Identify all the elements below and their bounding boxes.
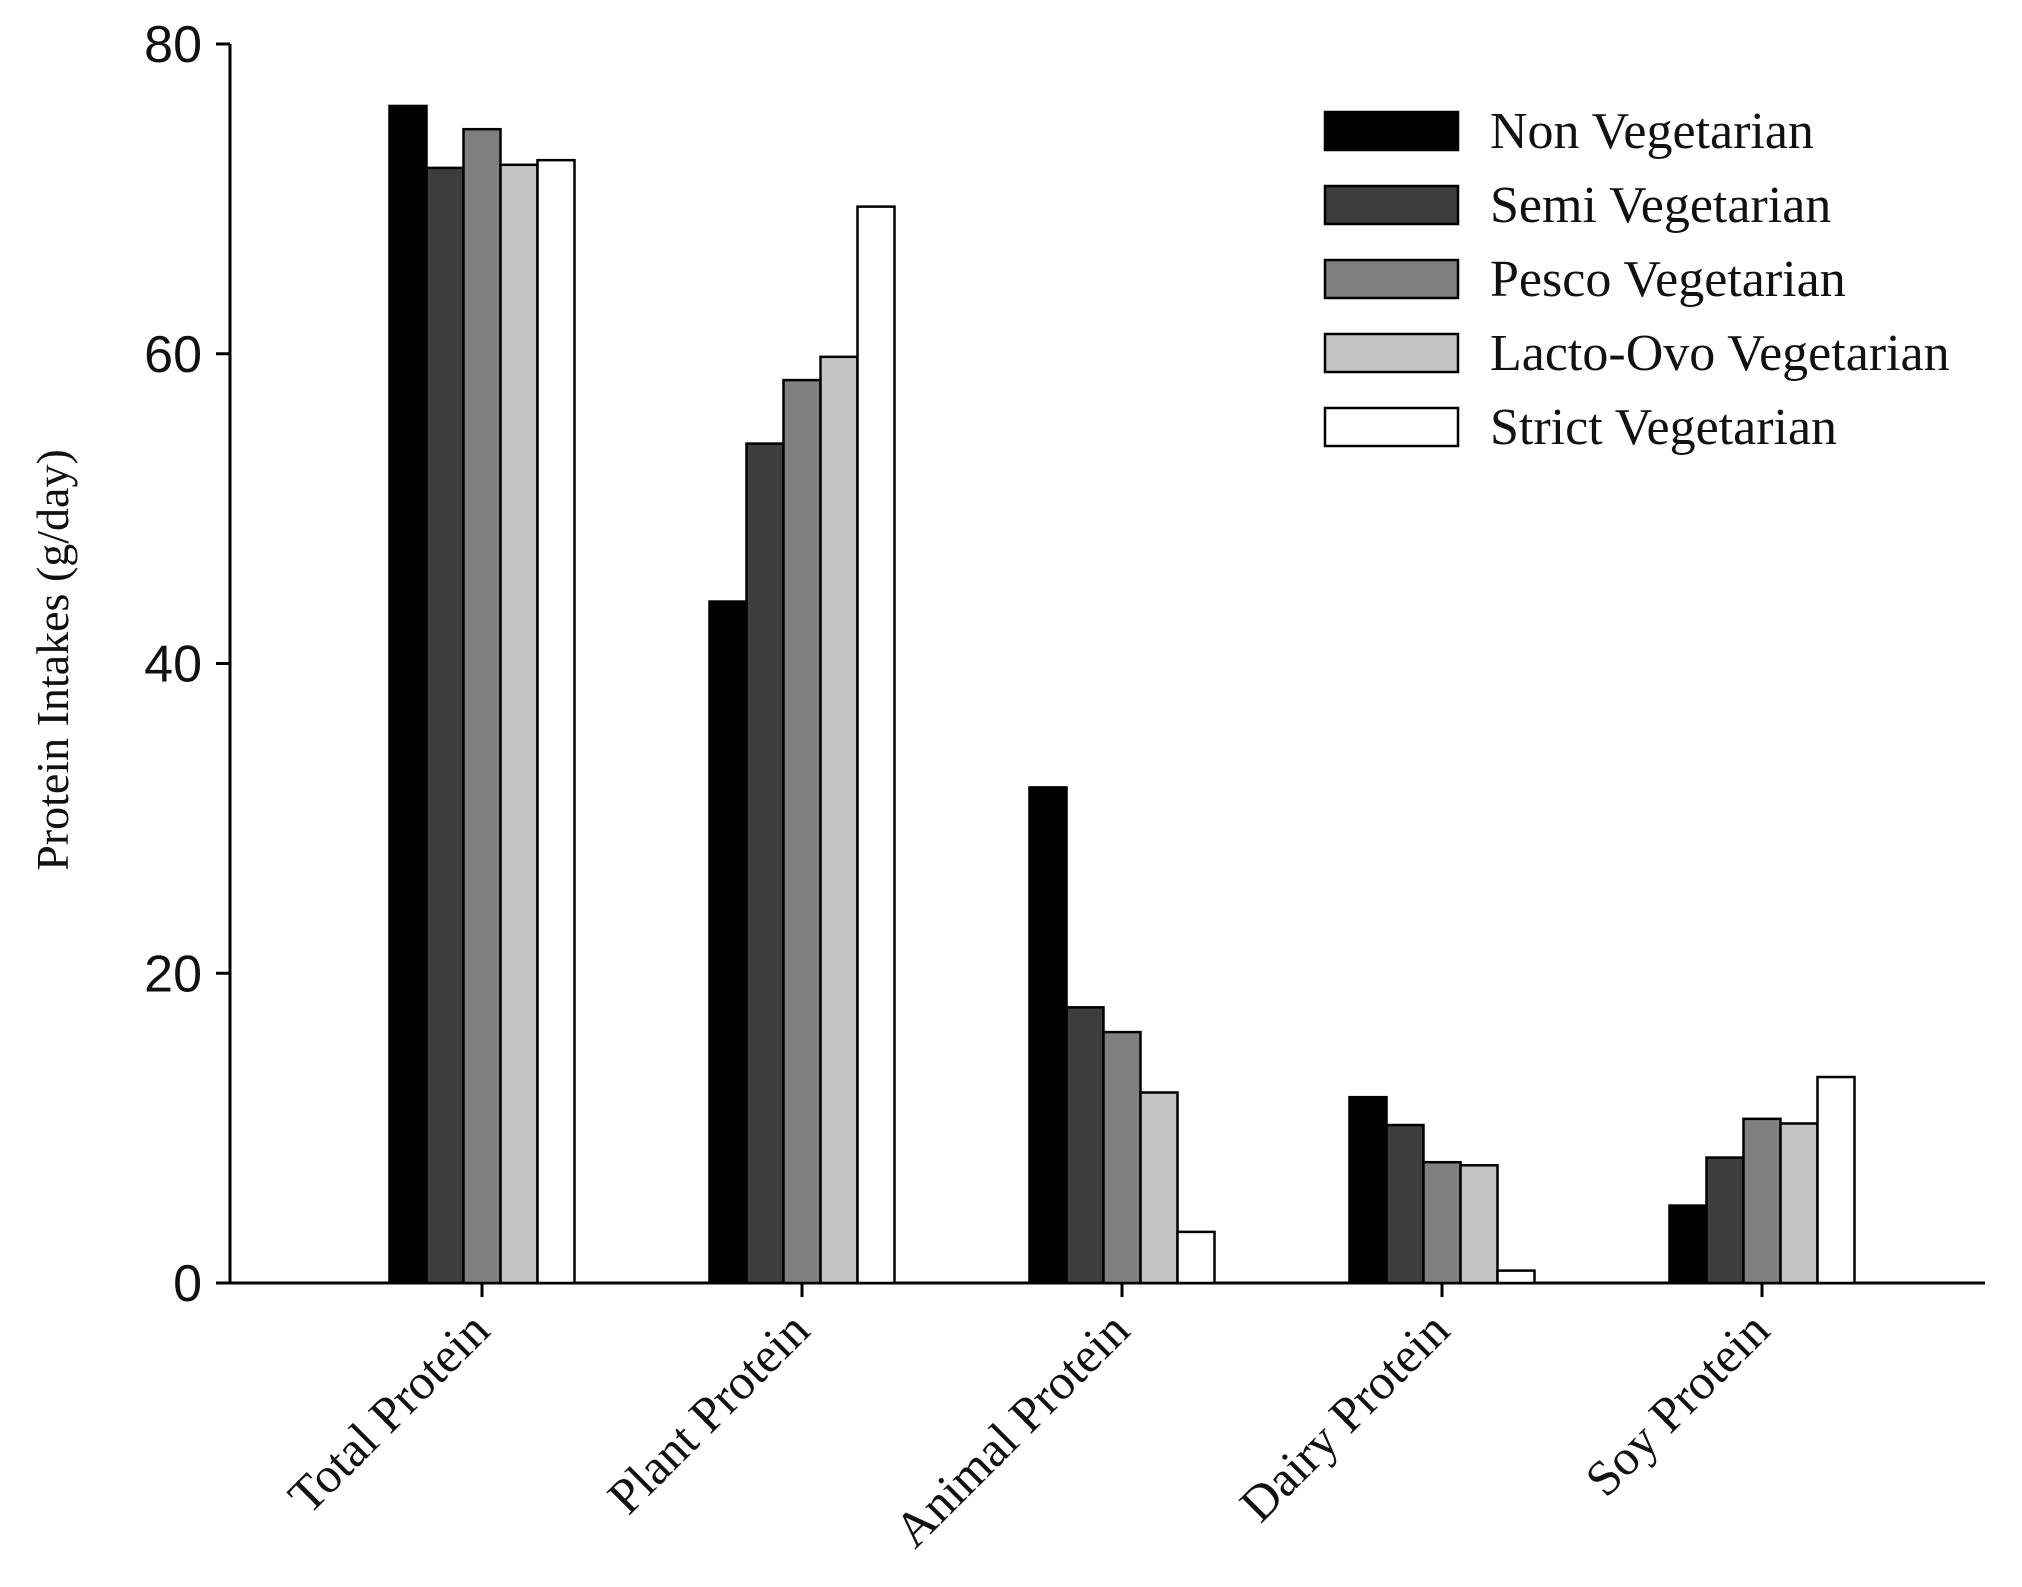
bar	[1496, 1269, 1536, 1285]
bar	[1705, 1156, 1745, 1285]
bar	[1779, 1122, 1819, 1285]
bar	[1102, 1030, 1142, 1285]
x-tick-label: Soy Protein	[1574, 1301, 1780, 1507]
bar	[782, 378, 822, 1285]
bar	[856, 205, 896, 1285]
bar	[499, 163, 539, 1285]
bar	[1028, 786, 1068, 1285]
bar	[1459, 1164, 1499, 1285]
x-tick-label: Animal Protein	[883, 1301, 1140, 1558]
y-tick-label: 0	[173, 1255, 202, 1313]
x-tick-label: Dairy Protein	[1229, 1301, 1460, 1532]
bar	[1742, 1117, 1782, 1285]
bar	[1176, 1230, 1216, 1285]
y-tick-labels: 0 20 40 60 80	[144, 16, 230, 1313]
x-tick-label: Total Protein	[277, 1301, 500, 1524]
legend-swatch	[1323, 110, 1460, 152]
legend-label: Strict Vegetarian	[1490, 399, 1837, 456]
bar	[1385, 1123, 1425, 1285]
bar	[708, 600, 748, 1285]
legend-label: Semi Vegetarian	[1490, 177, 1831, 234]
bar	[745, 442, 785, 1285]
bar	[1422, 1160, 1462, 1285]
x-tick-labels: Total Protein Plant Protein Animal Protein…	[277, 1283, 1780, 1558]
y-tick-label: 40	[144, 636, 202, 694]
bar	[1139, 1091, 1179, 1285]
legend-swatch	[1323, 184, 1460, 226]
legend-swatch	[1323, 406, 1460, 448]
bar	[1348, 1095, 1388, 1285]
bar	[1816, 1075, 1856, 1285]
y-tick-label: 80	[144, 16, 202, 74]
legend-label: Lacto-Ovo Vegetarian	[1490, 325, 1950, 382]
bar	[819, 355, 859, 1285]
y-axis-label: Protein Intakes (g/day)	[27, 449, 78, 871]
bar	[388, 104, 428, 1285]
y-tick-label: 20	[144, 945, 202, 1003]
bar	[462, 127, 502, 1285]
legend-swatch	[1323, 332, 1460, 374]
bar	[1065, 1006, 1105, 1285]
bar	[536, 158, 576, 1285]
bar	[425, 166, 465, 1285]
bars	[388, 104, 1856, 1285]
legend-swatch	[1323, 258, 1460, 300]
legend-label: Non Vegetarian	[1490, 103, 1814, 160]
legend-label: Pesco Vegetarian	[1490, 251, 1846, 308]
bar	[1668, 1204, 1708, 1285]
legend: Non Vegetarian Semi Vegetarian Pesco Veget…	[1323, 103, 1950, 456]
x-tick-label: Plant Protein	[597, 1301, 820, 1524]
y-tick-label: 60	[144, 326, 202, 384]
